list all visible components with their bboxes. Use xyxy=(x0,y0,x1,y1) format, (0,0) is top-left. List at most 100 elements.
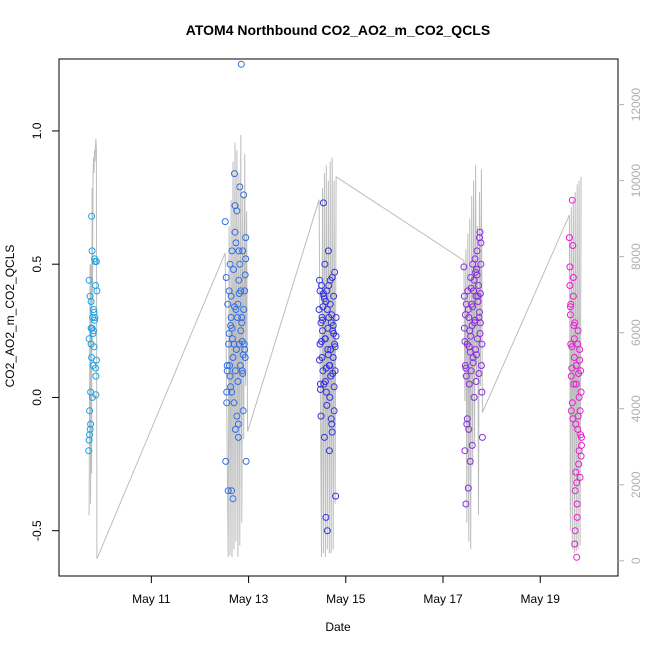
data-point-flight-5 xyxy=(573,513,581,521)
data-point-flight-4 xyxy=(468,441,476,449)
data-point-flight-2 xyxy=(228,388,236,396)
data-point-flight-5 xyxy=(571,487,579,495)
data-point-flight-3 xyxy=(317,386,324,393)
y-tick-label: -0.5 xyxy=(30,520,44,541)
data-point-flight-2 xyxy=(224,487,232,495)
data-point-flight-4 xyxy=(474,298,482,305)
data-point-flight-3 xyxy=(324,247,332,255)
data-point-flight-5 xyxy=(573,553,581,561)
data-point-flight-2 xyxy=(234,420,242,428)
data-point-flight-5 xyxy=(575,370,583,377)
x-tick-label: May 13 xyxy=(229,592,269,606)
data-point-flight-4 xyxy=(462,372,470,380)
data-point-flight-4 xyxy=(477,239,485,247)
data-point-flight-3 xyxy=(326,276,334,284)
data-point-flight-2 xyxy=(232,346,240,353)
y-right-tick-label: 8000 xyxy=(629,243,643,270)
data-point-flight-2 xyxy=(223,388,231,396)
data-point-flight-5 xyxy=(578,441,585,449)
data-point-flight-3 xyxy=(322,513,330,521)
data-point-flight-5 xyxy=(566,303,574,311)
data-point-flight-4 xyxy=(465,343,473,351)
data-point-flight-5 xyxy=(569,274,577,281)
data-point-flight-2 xyxy=(236,183,244,191)
data-point-flight-5 xyxy=(572,362,580,369)
data-point-flight-5 xyxy=(572,468,580,476)
data-point-flight-5 xyxy=(577,431,585,439)
data-point-flight-4 xyxy=(461,447,469,455)
data-point-flight-2 xyxy=(231,170,238,178)
data-point-flight-4 xyxy=(461,311,469,319)
data-point-flight-2 xyxy=(230,266,237,273)
data-point-flight-2 xyxy=(234,378,242,385)
data-point-flight-2 xyxy=(238,314,246,321)
data-point-flight-1 xyxy=(87,420,95,428)
data-point-flight-4 xyxy=(462,364,470,372)
data-point-flight-2 xyxy=(240,306,248,313)
data-point-flight-4 xyxy=(476,228,484,236)
data-point-flight-2 xyxy=(239,370,247,377)
data-point-flight-2 xyxy=(228,247,236,255)
altitude-line xyxy=(88,134,582,560)
data-point-flight-3 xyxy=(316,356,323,364)
y-tick-label: 1.0 xyxy=(30,122,44,139)
data-point-flight-5 xyxy=(565,234,573,242)
data-point-flight-1 xyxy=(85,436,93,444)
data-point-flight-5 xyxy=(571,319,579,327)
data-point-flight-5 xyxy=(568,343,576,351)
x-tick-label: May 15 xyxy=(326,592,366,606)
data-point-flight-1 xyxy=(86,292,94,300)
data-point-flight-1 xyxy=(92,372,100,380)
data-point-flight-2 xyxy=(222,274,230,281)
data-point-flight-5 xyxy=(566,263,574,271)
data-point-flight-4 xyxy=(471,316,479,324)
data-point-flight-3 xyxy=(330,383,338,391)
data-point-flight-4 xyxy=(476,330,484,337)
data-point-flight-3 xyxy=(320,433,328,441)
data-point-flight-3 xyxy=(328,420,336,428)
data-point-flight-4 xyxy=(461,362,469,369)
data-point-flight-5 xyxy=(569,292,577,300)
data-point-flight-4 xyxy=(476,290,484,297)
data-point-flight-4 xyxy=(465,380,473,388)
data-point-flight-5 xyxy=(568,196,576,204)
data-point-flight-1 xyxy=(86,407,94,415)
data-point-flight-3 xyxy=(317,412,325,420)
y-right-tick-label: 6000 xyxy=(629,319,643,346)
data-point-flight-4 xyxy=(472,346,480,353)
data-point-flight-2 xyxy=(231,425,239,433)
data-point-flight-4 xyxy=(473,247,481,255)
data-point-flight-4 xyxy=(469,359,477,367)
data-point-flight-1 xyxy=(86,425,94,433)
data-point-flight-1 xyxy=(87,324,95,332)
data-point-flight-2 xyxy=(229,495,237,503)
data-point-flight-1 xyxy=(88,247,96,255)
data-point-flight-3 xyxy=(330,292,338,300)
data-point-flight-3 xyxy=(330,407,338,415)
data-point-flight-2 xyxy=(239,247,247,255)
data-point-flight-2 xyxy=(231,228,239,236)
data-point-flight-2 xyxy=(225,330,233,337)
y-right-tick-label: 4000 xyxy=(629,395,643,422)
data-point-flight-2 xyxy=(241,287,249,295)
plot-frame xyxy=(58,58,619,577)
data-point-flight-5 xyxy=(568,399,576,407)
data-point-flight-1 xyxy=(85,447,93,455)
data-point-flight-2 xyxy=(240,191,248,199)
data-point-flight-2 xyxy=(233,207,241,215)
data-point-flight-5 xyxy=(574,425,582,433)
data-point-flight-2 xyxy=(221,218,229,226)
data-point-flight-1 xyxy=(90,308,98,316)
data-point-flight-4 xyxy=(466,348,474,356)
axes: May 11 May 13 May 15 May 17 May 19 -0.5 0.0 0.5… xyxy=(30,88,643,606)
data-point-flight-2 xyxy=(228,487,236,495)
data-point-flight-5 xyxy=(576,356,584,364)
data-point-flight-5 xyxy=(574,327,582,335)
data-point-flight-3 xyxy=(322,364,330,372)
data-point-flight-4 xyxy=(470,276,478,284)
data-point-flight-5 xyxy=(567,372,575,380)
data-point-flight-4 xyxy=(467,367,475,375)
data-point-flight-2 xyxy=(242,457,250,465)
data-point-flight-2 xyxy=(242,255,250,263)
data-point-flight-1 xyxy=(91,314,99,321)
